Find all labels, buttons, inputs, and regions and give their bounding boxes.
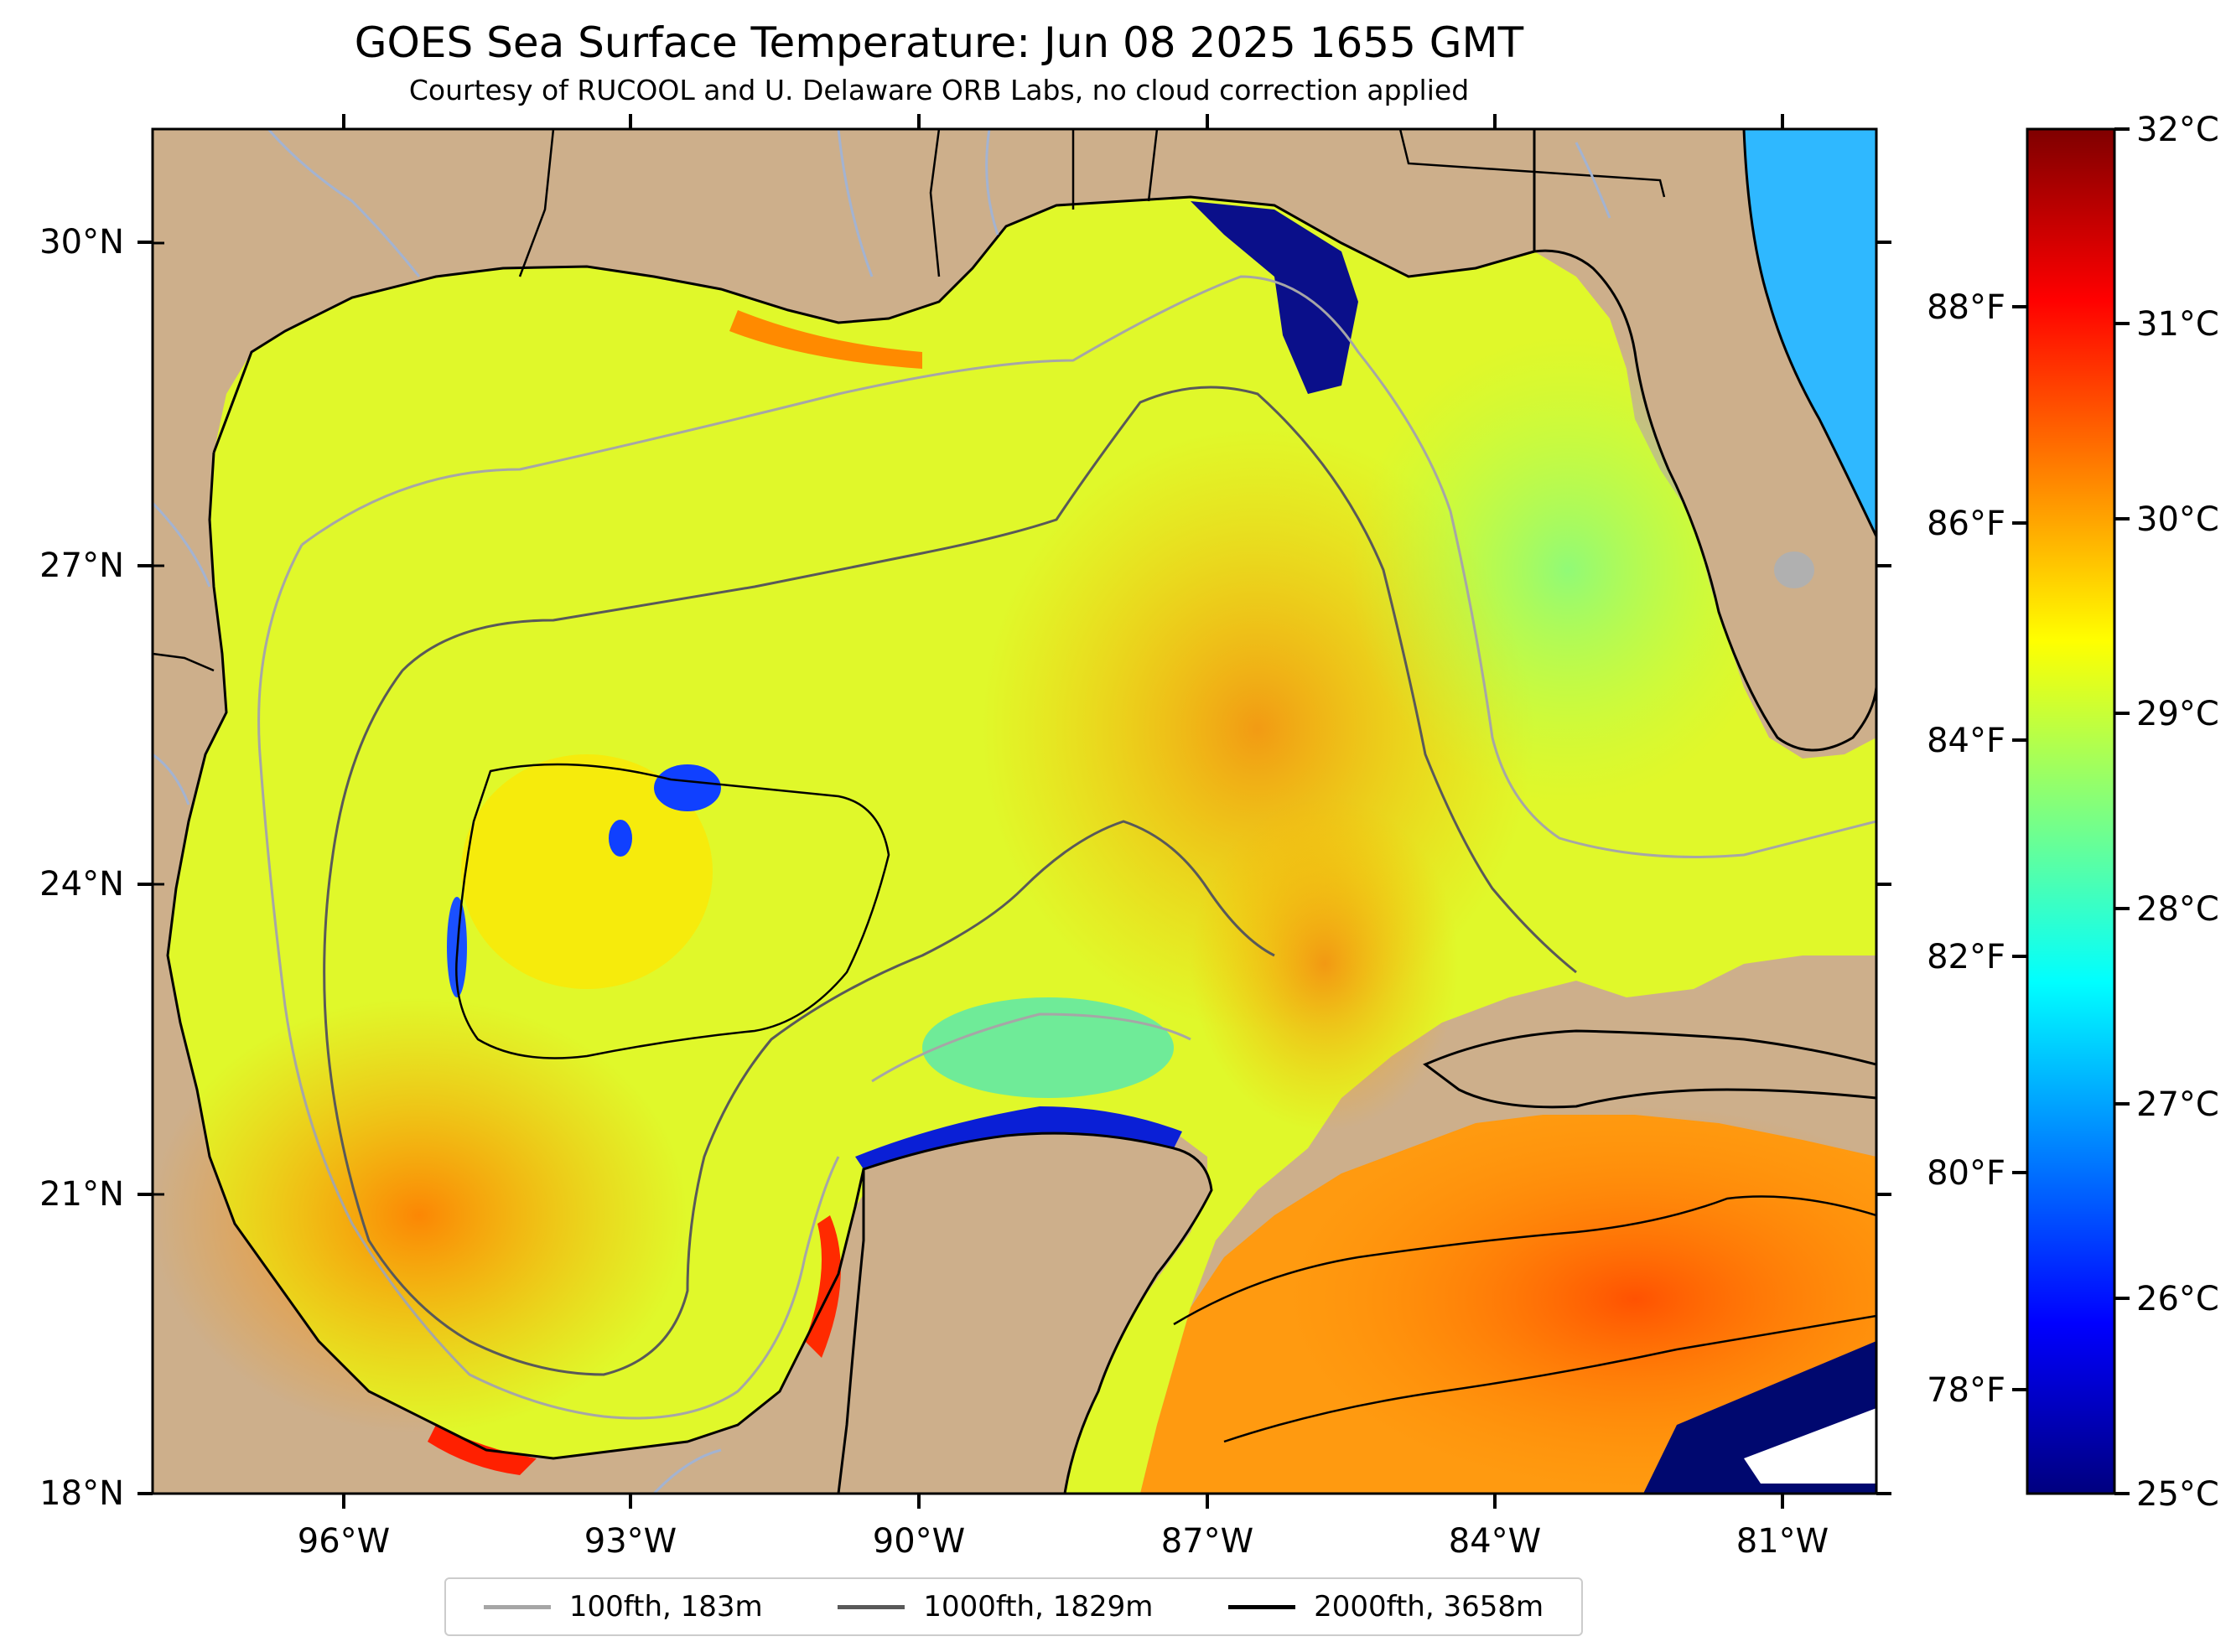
legend-item-100fth: 100fth, 183m: [483, 1590, 763, 1624]
northern-coastline: [212, 195, 1535, 453]
inner-tick-marks: [153, 241, 164, 1196]
fahrenheit-label: 80°F: [1927, 1154, 2005, 1193]
lon-tick-label: 84°W: [1449, 1522, 1541, 1561]
isobath-100fth: [257, 275, 1876, 1420]
lon-tick-label: 81°W: [1736, 1522, 1829, 1561]
lon-tick-label: 87°W: [1161, 1522, 1253, 1561]
cold-eddy-1: [654, 764, 721, 811]
isobath-2000fth-caribbean: [1173, 1195, 1876, 1443]
lat-tick-label: 30°N: [39, 223, 124, 262]
isobath-1000fth: [323, 386, 1577, 1376]
lat-tick-label: 27°N: [39, 546, 124, 585]
warm-region-west: [153, 997, 687, 1433]
cold-eddy-2: [609, 820, 632, 857]
yucatan-peninsula: [837, 1132, 1213, 1494]
lon-tick-label: 93°W: [584, 1522, 677, 1561]
state-borders: [153, 129, 1666, 672]
warm-coast-louisiana: [729, 310, 922, 369]
fahrenheit-label: 84°F: [1927, 722, 2005, 760]
map-subtitle: Courtesy of RUCOOL and U. Delaware ORB L…: [408, 74, 1470, 106]
cool-region-campeche: [922, 997, 1174, 1098]
isobath-legend: 100fth, 183m 1000fth, 1829m 2000fth, 365…: [444, 1577, 1583, 1636]
lon-tick-label: 90°W: [873, 1522, 965, 1561]
colorbar: 32°C 31°C 30°C 29°C 28°C 27°C 26°C 25°C …: [1927, 111, 2219, 1514]
sst-map-panel: [153, 129, 1876, 1494]
lake-okeechobee: [1774, 552, 1814, 588]
rivers: [153, 129, 1611, 1494]
warm-region-caribbean: [1283, 1106, 1876, 1492]
fahrenheit-label: 88°F: [1927, 288, 2005, 327]
lat-tick-label: 21°N: [39, 1175, 124, 1214]
warm-region-central: [461, 754, 713, 989]
map-title: GOES Sea Surface Temperature: Jun 08 202…: [354, 18, 1524, 67]
legend-line-swatch: [483, 1604, 551, 1609]
celsius-label: 32°C: [2136, 111, 2219, 149]
map-frame: [151, 127, 1878, 1495]
western-coastline: [166, 452, 865, 1460]
fahrenheit-label: 86°F: [1927, 505, 2005, 543]
celsius-label: 27°C: [2136, 1085, 2219, 1124]
celsius-label: 28°C: [2136, 890, 2219, 929]
celsius-label: 31°C: [2136, 305, 2219, 344]
legend-label: 100fth, 183m: [568, 1590, 763, 1624]
isobath-2000fth: [455, 763, 890, 1059]
celsius-label: 29°C: [2136, 695, 2219, 733]
hot-coast-south: [428, 1425, 537, 1475]
legend-label: 1000fth, 1829m: [923, 1590, 1154, 1624]
fahrenheit-label: 78°F: [1927, 1371, 2005, 1410]
legend-item-2000fth: 2000fth, 3658m: [1228, 1590, 1544, 1624]
lat-tick-label: 18°N: [39, 1474, 124, 1513]
lon-tick-label: 96°W: [298, 1522, 390, 1561]
cloud-patch-cuba: [1744, 1408, 1876, 1484]
florida-peninsula: [1533, 129, 1876, 752]
longitude-axis: 96°W 93°W 90°W 87°W 84°W 81°W: [298, 114, 1829, 1561]
celsius-label: 26°C: [2136, 1280, 2219, 1318]
fahrenheit-label: 82°F: [1927, 938, 2005, 976]
legend-label: 2000fth, 3658m: [1314, 1590, 1544, 1624]
cold-patch-apalachee: [1191, 201, 1358, 394]
cold-upwelling-yucatan: [855, 1106, 1182, 1169]
cuba-island: [1423, 1029, 1876, 1109]
colorbar-gradient: [2026, 127, 2116, 1495]
atlantic-water: [1744, 129, 1876, 536]
legend-line-swatch: [838, 1604, 905, 1609]
legend-item-1000fth: 1000fth, 1829m: [838, 1590, 1153, 1624]
celsius-label: 30°C: [2136, 500, 2219, 539]
legend-line-swatch: [1228, 1604, 1296, 1609]
celsius-label: 25°C: [2136, 1475, 2219, 1514]
latitude-axis: 30°N 27°N 24°N 21°N 18°N: [39, 223, 1891, 1513]
warm-region-yucatan-channel: [1191, 796, 1459, 1132]
isobaths: [257, 275, 1876, 1443]
lat-tick-label: 24°N: [39, 865, 124, 904]
